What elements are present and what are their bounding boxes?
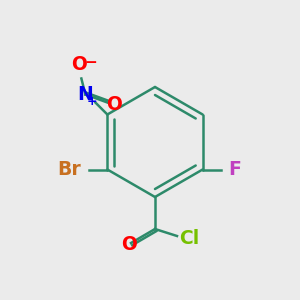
Text: O: O: [106, 95, 122, 114]
Text: Cl: Cl: [179, 229, 199, 247]
Text: N: N: [77, 85, 93, 104]
Text: +: +: [87, 95, 98, 108]
Text: Br: Br: [58, 160, 81, 179]
Text: O: O: [71, 55, 87, 74]
Text: F: F: [228, 160, 241, 179]
Text: −: −: [84, 55, 97, 70]
Text: O: O: [121, 235, 137, 254]
